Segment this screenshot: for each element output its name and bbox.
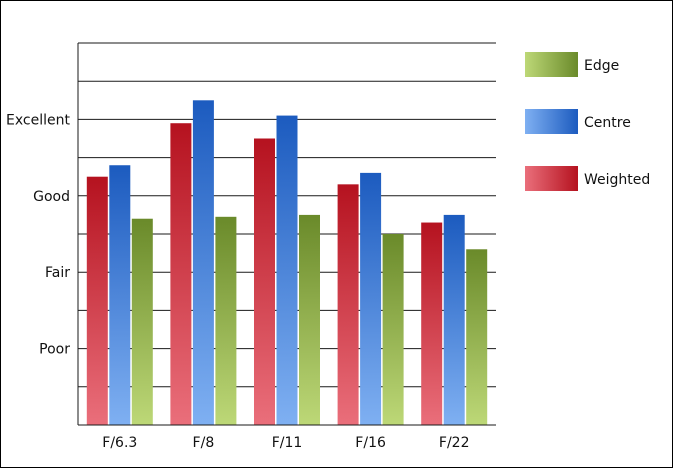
legend-swatch-centre <box>525 109 578 134</box>
bar-edge-f16 <box>382 234 404 425</box>
legend: Edge Centre Weighted <box>525 52 650 191</box>
bar-edge-f11 <box>299 214 320 425</box>
x-tick-label: F/22 <box>439 435 470 451</box>
legend-swatch-weighted <box>525 166 578 191</box>
y-tick-label: Excellent <box>6 112 70 128</box>
legend-label-centre: Centre <box>584 115 631 131</box>
x-tick-label: F/16 <box>355 435 386 451</box>
bars <box>86 100 488 426</box>
x-tick-label: F/8 <box>193 435 215 451</box>
bar-weighted-f22 <box>421 222 443 425</box>
bar-weighted-f11 <box>254 138 275 425</box>
x-tick-labels: F/6.3 F/8 F/11 F/16 F/22 <box>102 435 469 451</box>
bar-edge-f63 <box>131 218 153 425</box>
bar-weighted-f8 <box>170 123 192 425</box>
y-tick-label: Fair <box>45 265 70 281</box>
axes <box>77 43 496 426</box>
y-tick-label: Poor <box>39 342 70 358</box>
y-tick-label: Good <box>33 189 70 205</box>
bar-centre-f22 <box>443 214 465 425</box>
bar-edge-f22 <box>466 249 488 425</box>
bar-edge-f8 <box>215 216 237 425</box>
legend-swatch-edge <box>525 52 578 77</box>
legend-label-edge: Edge <box>584 58 619 74</box>
x-tick-label: F/11 <box>272 435 303 451</box>
bar-weighted-f16 <box>337 184 359 425</box>
bar-centre-f8 <box>192 100 214 426</box>
bar-centre-f16 <box>360 172 382 425</box>
y-tick-labels: Poor Fair Good Excellent <box>6 112 70 357</box>
x-tick-label: F/6.3 <box>102 435 137 451</box>
bar-centre-f11 <box>276 115 298 425</box>
bar-centre-f63 <box>109 165 131 426</box>
bar-weighted-f63 <box>86 176 108 425</box>
legend-label-weighted: Weighted <box>584 172 650 188</box>
